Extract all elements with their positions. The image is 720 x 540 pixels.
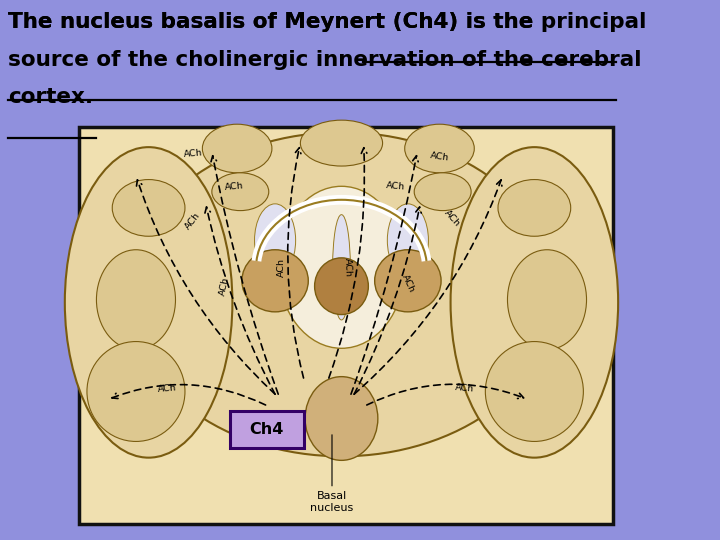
- Ellipse shape: [255, 204, 296, 276]
- Text: ACh: ACh: [443, 208, 462, 229]
- Ellipse shape: [65, 147, 233, 458]
- Ellipse shape: [405, 124, 474, 173]
- Text: The nucleus basalis of Meynert (Ch4) is the: The nucleus basalis of Meynert (Ch4) is …: [8, 12, 541, 32]
- Text: The nucleus basalis of Meynert (Ch4) is the principal: The nucleus basalis of Meynert (Ch4) is …: [8, 12, 647, 32]
- Ellipse shape: [87, 341, 185, 442]
- Text: ACh: ACh: [277, 258, 286, 277]
- Ellipse shape: [315, 258, 369, 314]
- FancyBboxPatch shape: [230, 411, 304, 448]
- Ellipse shape: [387, 204, 428, 276]
- Text: ACh: ACh: [218, 276, 231, 296]
- Ellipse shape: [127, 132, 557, 456]
- Ellipse shape: [414, 173, 471, 211]
- Text: cortex.: cortex.: [8, 87, 94, 107]
- Ellipse shape: [374, 249, 441, 312]
- Text: ACh: ACh: [224, 181, 244, 192]
- Text: ACh: ACh: [429, 151, 449, 163]
- Ellipse shape: [498, 179, 571, 237]
- Ellipse shape: [212, 173, 269, 211]
- FancyBboxPatch shape: [79, 127, 613, 524]
- Text: ACh: ACh: [455, 383, 474, 394]
- Text: ACh: ACh: [183, 148, 203, 159]
- Ellipse shape: [202, 124, 272, 173]
- Text: ACh: ACh: [343, 258, 353, 277]
- Ellipse shape: [300, 120, 382, 166]
- Text: source of the cholinergic innervation of the cerebral: source of the cholinergic innervation of…: [8, 50, 642, 70]
- Text: ACh: ACh: [158, 383, 177, 394]
- Ellipse shape: [278, 186, 405, 348]
- Text: Basal
nucleus: Basal nucleus: [310, 435, 354, 513]
- Text: ACh: ACh: [400, 273, 416, 294]
- Ellipse shape: [333, 215, 351, 320]
- Text: ACh: ACh: [385, 181, 405, 192]
- Ellipse shape: [451, 147, 618, 458]
- Ellipse shape: [485, 341, 583, 442]
- Text: Ch4: Ch4: [250, 422, 284, 437]
- Ellipse shape: [242, 249, 308, 312]
- Text: ACh: ACh: [184, 211, 202, 232]
- Ellipse shape: [508, 249, 587, 350]
- Ellipse shape: [305, 377, 378, 460]
- Ellipse shape: [96, 249, 176, 350]
- Ellipse shape: [112, 179, 185, 237]
